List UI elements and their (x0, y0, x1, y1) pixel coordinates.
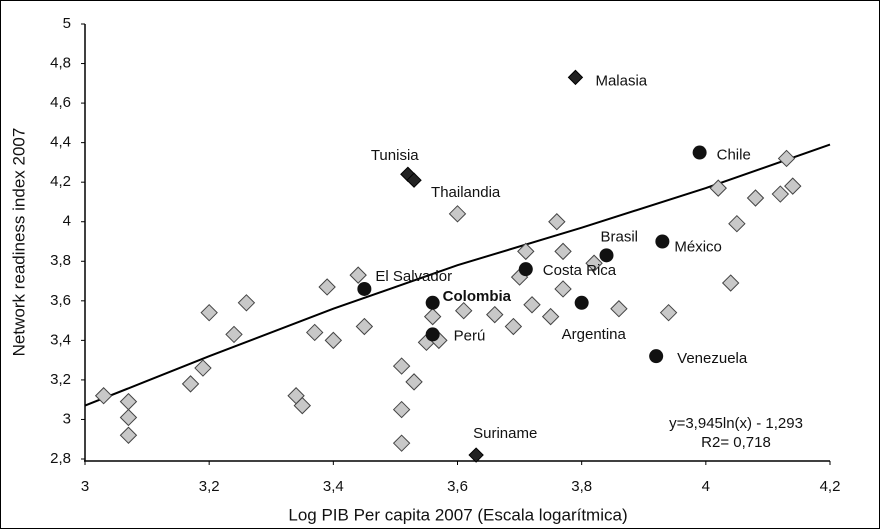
annotation: y=3,945ln(x) - 1,293 (669, 415, 803, 432)
point (548, 213, 566, 231)
point (423, 307, 442, 326)
point (655, 234, 670, 249)
point (425, 327, 440, 342)
point (455, 301, 473, 320)
y-tick-label: 3,2 (50, 371, 71, 388)
point (554, 242, 572, 261)
y-tick-label: 5 (63, 15, 71, 32)
point (392, 400, 411, 419)
x-tick-label: 3,8 (571, 478, 592, 495)
point-label: Perú (454, 327, 486, 344)
point (554, 280, 572, 298)
point-label: Tunisia (371, 147, 419, 164)
point (237, 294, 256, 312)
annotation: R2= 0,718 (701, 434, 771, 451)
point (504, 317, 523, 336)
y-tick-label: 4,2 (50, 173, 71, 190)
point (94, 387, 113, 405)
y-tick-label: 4,8 (50, 55, 71, 72)
point (355, 317, 374, 336)
point (306, 323, 324, 342)
point-label: Brasil (601, 228, 639, 245)
point (659, 303, 678, 322)
point (692, 145, 707, 160)
point (357, 281, 372, 296)
point-label: Malasia (595, 72, 647, 89)
point (448, 205, 467, 223)
point (771, 185, 790, 203)
x-tick-label: 3,4 (323, 478, 344, 495)
point (649, 349, 664, 364)
point (406, 172, 422, 188)
y-tick-label: 4,6 (50, 94, 71, 111)
point (405, 373, 423, 391)
point (784, 177, 802, 195)
point (119, 426, 138, 444)
point (349, 266, 367, 284)
point-label: Suriname (473, 425, 537, 442)
x-tick-label: 3,2 (199, 478, 220, 495)
point (518, 262, 533, 277)
x-tick-label: 4 (702, 478, 710, 495)
y-axis-label: Network readiness index 2007 (9, 128, 28, 357)
point (194, 359, 212, 377)
point-label: Colombia (443, 288, 512, 305)
point (610, 300, 628, 318)
point (392, 357, 411, 375)
point (523, 296, 541, 314)
point (585, 254, 603, 272)
point (777, 149, 796, 168)
point (324, 331, 343, 350)
y-tick-label: 3 (63, 410, 71, 427)
point (574, 295, 589, 310)
point (721, 274, 740, 292)
point (709, 179, 727, 197)
point (318, 278, 336, 296)
x-tick-label: 4,2 (820, 478, 841, 495)
y-tick-label: 4,4 (50, 134, 71, 151)
y-tick-label: 3,6 (50, 292, 71, 309)
x-tick-label: 3,6 (447, 478, 468, 495)
point (517, 242, 535, 261)
y-tick-label: 2,8 (50, 450, 71, 467)
point (119, 408, 138, 427)
point-label: Chile (717, 146, 751, 163)
point (293, 396, 311, 415)
point-label: México (674, 238, 722, 255)
point (599, 248, 614, 263)
point (200, 303, 218, 322)
point (728, 214, 746, 233)
point-label: Thailandia (431, 184, 501, 201)
trend-line (84, 143, 831, 407)
point (746, 189, 765, 207)
point-label: Venezuela (677, 350, 748, 367)
y-tick-label: 3,4 (50, 331, 71, 348)
point (181, 375, 200, 393)
x-axis-label: Log PIB Per capita 2007 (Escala logarítm… (288, 505, 627, 524)
point-label: El Salvador (375, 268, 452, 285)
point (567, 69, 584, 86)
point (486, 305, 504, 324)
y-tick-label: 4 (63, 213, 71, 230)
point-label: Costa Rica (543, 262, 617, 279)
y-tick-label: 3,8 (50, 252, 71, 269)
point-label: Argentina (562, 326, 627, 343)
point (392, 434, 411, 452)
point (468, 447, 484, 463)
point (225, 325, 243, 344)
point (425, 295, 440, 310)
x-tick-label: 3 (81, 478, 89, 495)
point (541, 307, 560, 326)
